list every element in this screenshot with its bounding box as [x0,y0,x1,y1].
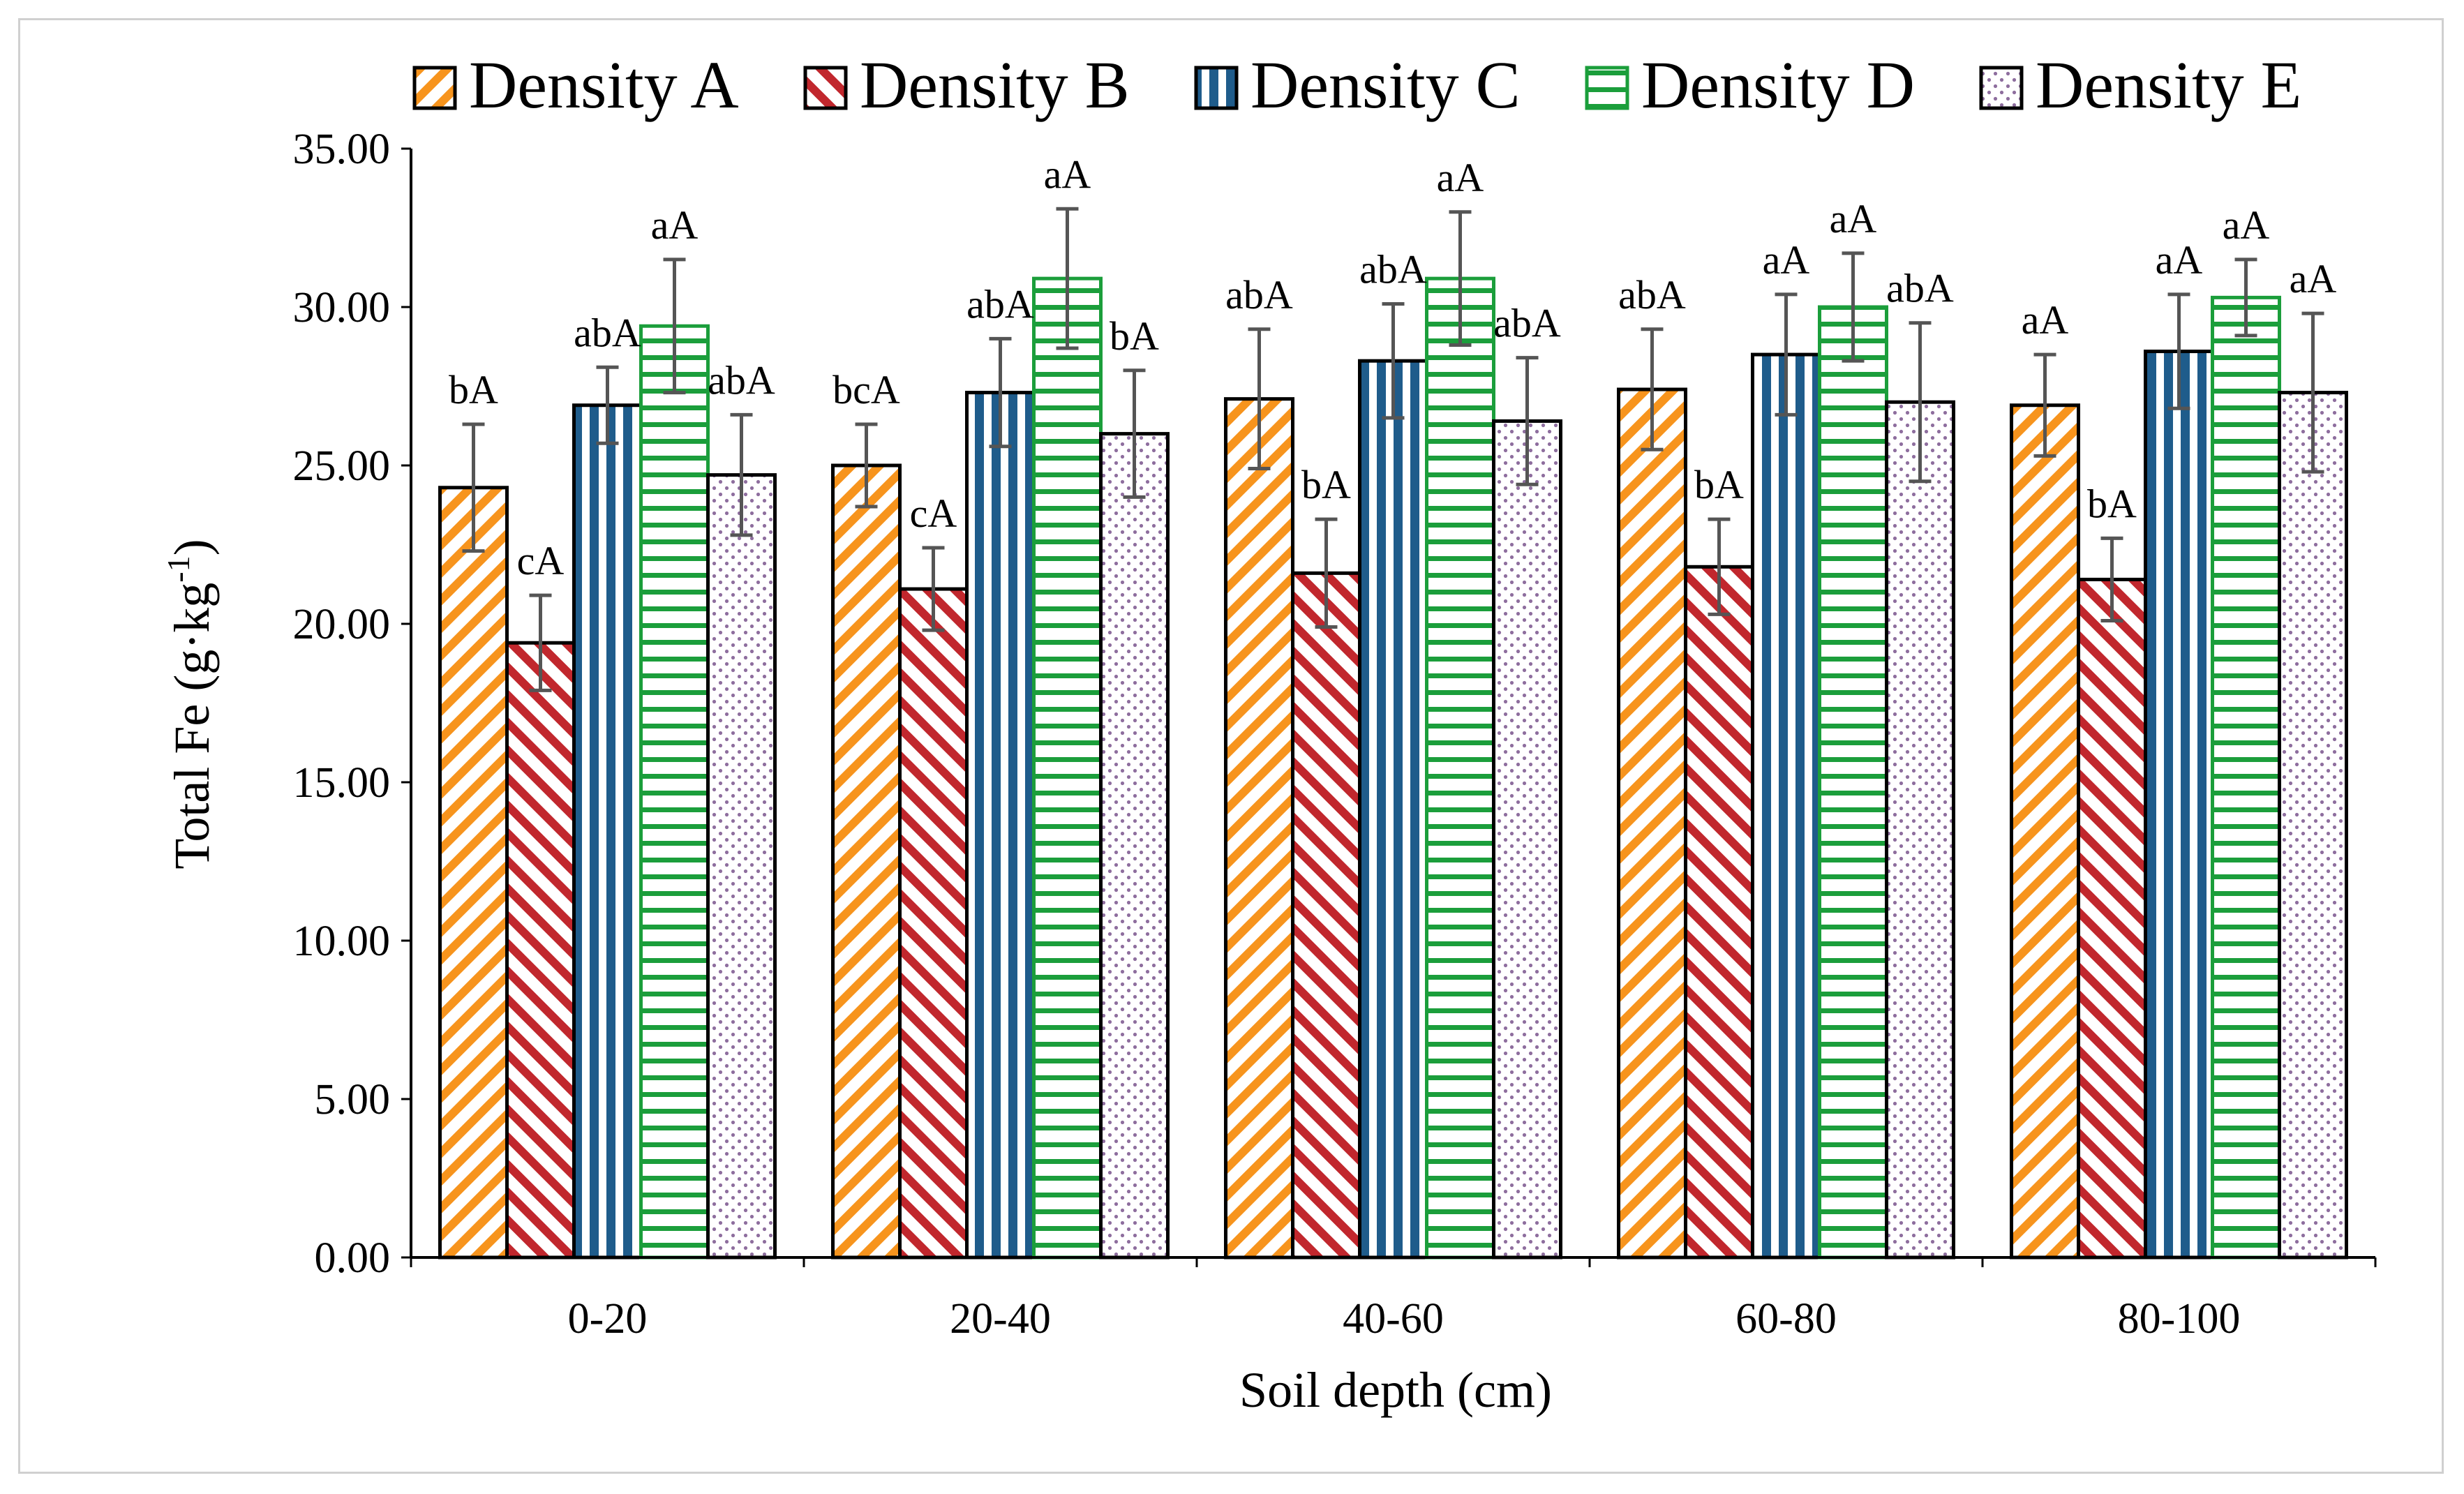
significance-label: abA [1493,301,1561,346]
legend-label: Density D [1641,47,1915,122]
bar [2079,579,2146,1257]
significance-label: bA [1301,462,1351,507]
chart-frame: Density A Density B Density C Density D Dens… [18,18,2444,1474]
bar [1494,421,1561,1257]
x-tick-label: 60-80 [1735,1295,1837,1343]
significance-label: aA [651,202,699,248]
legend-swatch [1981,68,2022,108]
significance-label: abA [708,357,775,403]
y-tick-label: 35.00 [293,126,391,173]
significance-label: bA [1110,313,1159,359]
legend-label: Density E [2036,47,2301,122]
significance-label: cA [517,538,565,583]
y-axis-title-superscript: -1 [160,555,196,582]
bar [1887,402,1954,1257]
significance-label: abA [1618,272,1686,318]
y-axis-title-main: Total Fe (g·kg [164,583,220,869]
bar [1034,278,1101,1257]
legend-label: Density A [469,47,739,122]
x-tick-label: 40-60 [1343,1295,1444,1343]
bar [574,405,641,1257]
bar [1753,354,1820,1257]
legend-label: Density C [1250,47,1521,122]
legend: Density A Density B Density C Density D Dens… [415,47,2301,122]
y-axis-ticks: 0.00 5.00 10.00 15.00 20.00 25.00 30.00 35.00 [293,126,412,1282]
significance-label: abA [1225,272,1293,318]
significance-label: aA [2156,237,2203,283]
y-tick-label: 0.00 [315,1234,391,1282]
bar [1619,389,1686,1257]
significance-label: bA [1694,462,1744,507]
bars [440,278,2347,1257]
bar [2146,352,2213,1257]
bar [1820,307,1887,1257]
significance-label: cA [910,491,957,536]
bar [833,465,900,1257]
legend-swatch [1196,68,1237,108]
x-axis-ticks: 0-20 20-40 40-60 60-80 80-100 [411,1257,2375,1343]
significance-label: bA [2087,481,2137,526]
significance-label: aA [1763,237,1810,283]
legend-swatch [415,68,455,108]
significance-label: aA [1044,151,1091,197]
bar [1686,567,1753,1257]
bar [900,589,967,1257]
bar [1101,434,1168,1257]
significance-label: bA [449,367,498,412]
bar [507,643,574,1257]
bar [1293,573,1360,1257]
significance-label: aA [1437,155,1484,200]
bar [708,475,775,1257]
y-tick-label: 15.00 [293,759,391,807]
y-tick-label: 20.00 [293,601,391,648]
bar-chart: Density A Density B Density C Density D Dens… [20,20,2442,1472]
x-tick-label: 20-40 [950,1295,1051,1343]
bar [1226,399,1293,1257]
legend-label: Density B [860,47,1130,122]
y-tick-label: 5.00 [315,1076,391,1123]
bar [967,393,1034,1257]
significance-label: abA [574,310,641,355]
x-tick-label: 80-100 [2118,1295,2241,1343]
y-tick-label: 10.00 [293,918,391,965]
significance-label: abA [1359,246,1427,292]
bar [641,326,708,1257]
significance-label: aA [2022,297,2069,343]
y-axis-title: Total Fe (g·kg-1) [160,539,220,869]
y-axis-title-close: ) [164,539,220,555]
bar [1360,361,1427,1257]
significance-label: abA [966,281,1034,327]
significance-label: bcA [832,367,900,412]
significance-label: abA [1886,266,1954,311]
y-tick-label: 25.00 [293,442,391,490]
y-tick-label: 30.00 [293,284,391,331]
legend-swatch [1587,68,1627,108]
x-axis-title: Soil depth (cm) [1239,1362,1552,1418]
legend-swatch [805,68,846,108]
significance-label: aA [2290,256,2337,301]
bar [1427,278,1494,1257]
bar [440,488,507,1257]
bar [2280,393,2347,1257]
significance-label: aA [1830,196,1877,241]
x-tick-label: 0-20 [568,1295,648,1343]
bar [2213,297,2280,1257]
bar [2012,405,2079,1257]
significance-label: aA [2223,202,2270,248]
